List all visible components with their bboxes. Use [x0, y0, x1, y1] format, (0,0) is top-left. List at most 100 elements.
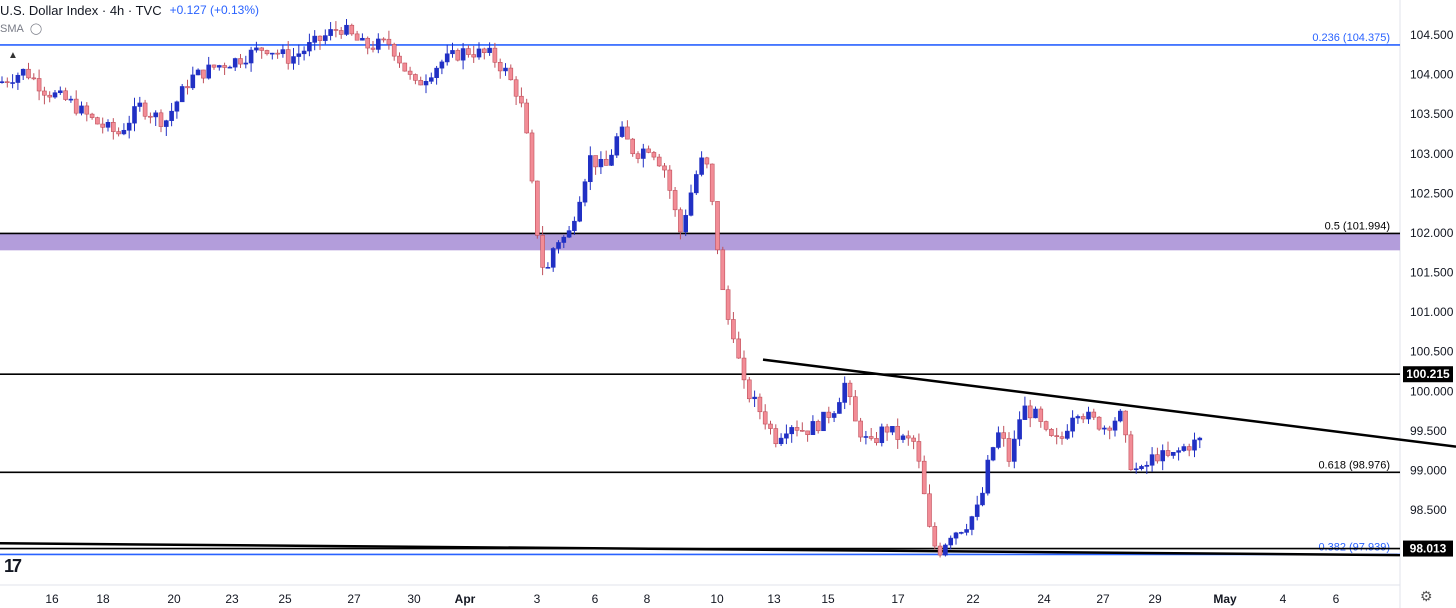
candle-body: [1086, 411, 1091, 420]
candle-body: [778, 437, 784, 445]
candle-body: [746, 379, 752, 400]
candle-body: [842, 382, 848, 403]
candle-body: [1149, 454, 1155, 466]
candle-body: [1065, 430, 1070, 439]
candle-body: [1118, 410, 1123, 422]
candle-body: [1139, 466, 1144, 470]
candle-body: [291, 56, 296, 64]
candle-body: [1006, 438, 1012, 462]
gear-icon[interactable]: ⚙: [1420, 588, 1433, 604]
candle-body: [550, 248, 556, 268]
candle-body: [370, 47, 376, 50]
candle-body: [757, 396, 763, 413]
candle-body: [1001, 432, 1007, 439]
y-tick-label: 104.000: [1410, 68, 1454, 82]
trendline: [762, 358, 1456, 448]
candle-body: [646, 148, 651, 153]
candle-body: [450, 50, 455, 55]
candle-body: [831, 413, 837, 418]
candle-body: [264, 50, 270, 55]
candle-body: [884, 426, 890, 433]
candle-body: [1011, 438, 1017, 462]
fib-level-label: 0.5 (101.994): [1325, 220, 1390, 232]
x-tick-label: 10: [710, 592, 724, 606]
candle-body: [42, 90, 47, 96]
y-tick-label: 103.000: [1410, 147, 1454, 161]
candle-body: [31, 77, 37, 80]
symbol-title[interactable]: U.S. Dollar Index · 4h · TVC: [0, 2, 162, 18]
candle-body: [789, 427, 795, 435]
x-tick-label: 6: [1333, 592, 1340, 606]
candle-body: [927, 493, 932, 527]
x-tick-label: Apr: [455, 592, 476, 606]
x-tick-label: 23: [225, 592, 239, 606]
candle-body: [614, 136, 620, 156]
candle-body: [15, 74, 21, 83]
x-tick-label: 27: [347, 592, 361, 606]
candle-body: [513, 79, 519, 97]
eye-slash-icon[interactable]: ◯: [29, 23, 43, 35]
candle-body: [206, 64, 211, 79]
candle-body: [243, 62, 249, 65]
candle-body: [731, 319, 736, 340]
candle-body: [534, 180, 540, 236]
candle-body: [736, 338, 742, 359]
x-tick-label: May: [1213, 592, 1237, 606]
x-tick-label: 3: [534, 592, 541, 606]
candle-body: [153, 112, 158, 118]
candle-body: [1197, 437, 1203, 441]
candle-body: [837, 402, 842, 414]
candle-body: [105, 122, 111, 128]
candle-body: [386, 38, 392, 45]
candle-body: [227, 66, 233, 69]
candle-body: [365, 37, 371, 49]
candle-body: [821, 411, 826, 432]
candle-body: [545, 267, 551, 269]
candle-body: [672, 190, 678, 211]
candle-body: [354, 33, 360, 41]
candle-body: [381, 38, 386, 41]
candle-body: [1102, 427, 1107, 430]
candle-body: [328, 29, 333, 36]
y-tick-label: 102.500: [1410, 186, 1454, 200]
candle-body: [402, 62, 408, 72]
candle-body: [741, 357, 747, 381]
candle-body: [158, 112, 164, 127]
candle-body: [1144, 464, 1150, 467]
x-tick-label: 30: [407, 592, 421, 606]
candle-body: [640, 148, 646, 159]
candle-body: [492, 47, 498, 63]
chevron-up-icon[interactable]: ▲: [8, 50, 18, 61]
x-tick-label: 29: [1148, 592, 1162, 606]
y-tick-label: 103.500: [1410, 107, 1454, 121]
candle-body: [519, 95, 524, 104]
candle-body: [1133, 468, 1139, 471]
candle-body: [418, 80, 424, 86]
candle-body: [10, 82, 15, 84]
trendline: [0, 542, 1401, 557]
candle-body: [84, 105, 90, 115]
candle-body: [1128, 434, 1134, 471]
candle-body: [858, 420, 863, 438]
candle-body: [693, 174, 699, 194]
fib-level-label: 0.236 (104.375): [1312, 32, 1390, 44]
candle-body: [1080, 416, 1086, 420]
candle-body: [333, 29, 339, 31]
candle-body: [773, 428, 779, 445]
x-tick-label: 17: [891, 592, 905, 606]
candle-body: [1155, 454, 1160, 462]
candle-body: [996, 432, 1001, 448]
candle-body: [566, 230, 572, 238]
candle-body: [868, 436, 874, 439]
candle-body: [932, 526, 938, 547]
y-tick-label: 99.000: [1410, 463, 1447, 477]
tradingview-logo-icon[interactable]: 17: [4, 556, 22, 576]
candle-body: [1186, 446, 1192, 451]
candle-body: [863, 436, 869, 438]
candle-body: [179, 86, 185, 103]
indicator-legend[interactable]: SMA ◯: [0, 22, 43, 36]
candle-body: [259, 47, 265, 51]
candle-body: [810, 421, 816, 435]
candle-body: [201, 69, 206, 79]
